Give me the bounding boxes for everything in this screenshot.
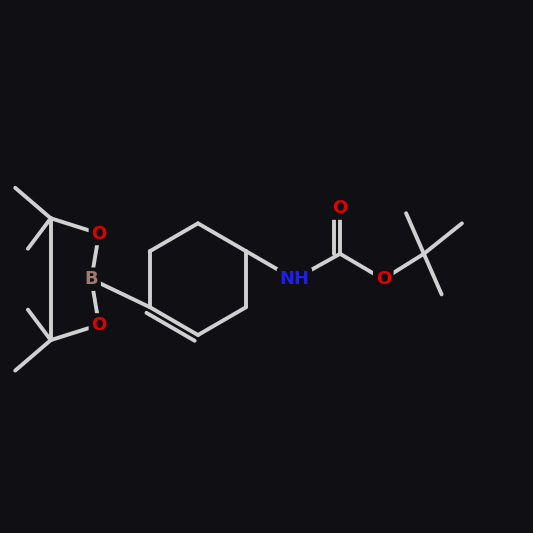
Text: O: O xyxy=(333,199,348,217)
Text: NH: NH xyxy=(279,270,310,288)
Text: O: O xyxy=(91,316,107,334)
Text: O: O xyxy=(376,270,391,288)
Text: O: O xyxy=(91,224,107,243)
Text: B: B xyxy=(85,270,98,288)
